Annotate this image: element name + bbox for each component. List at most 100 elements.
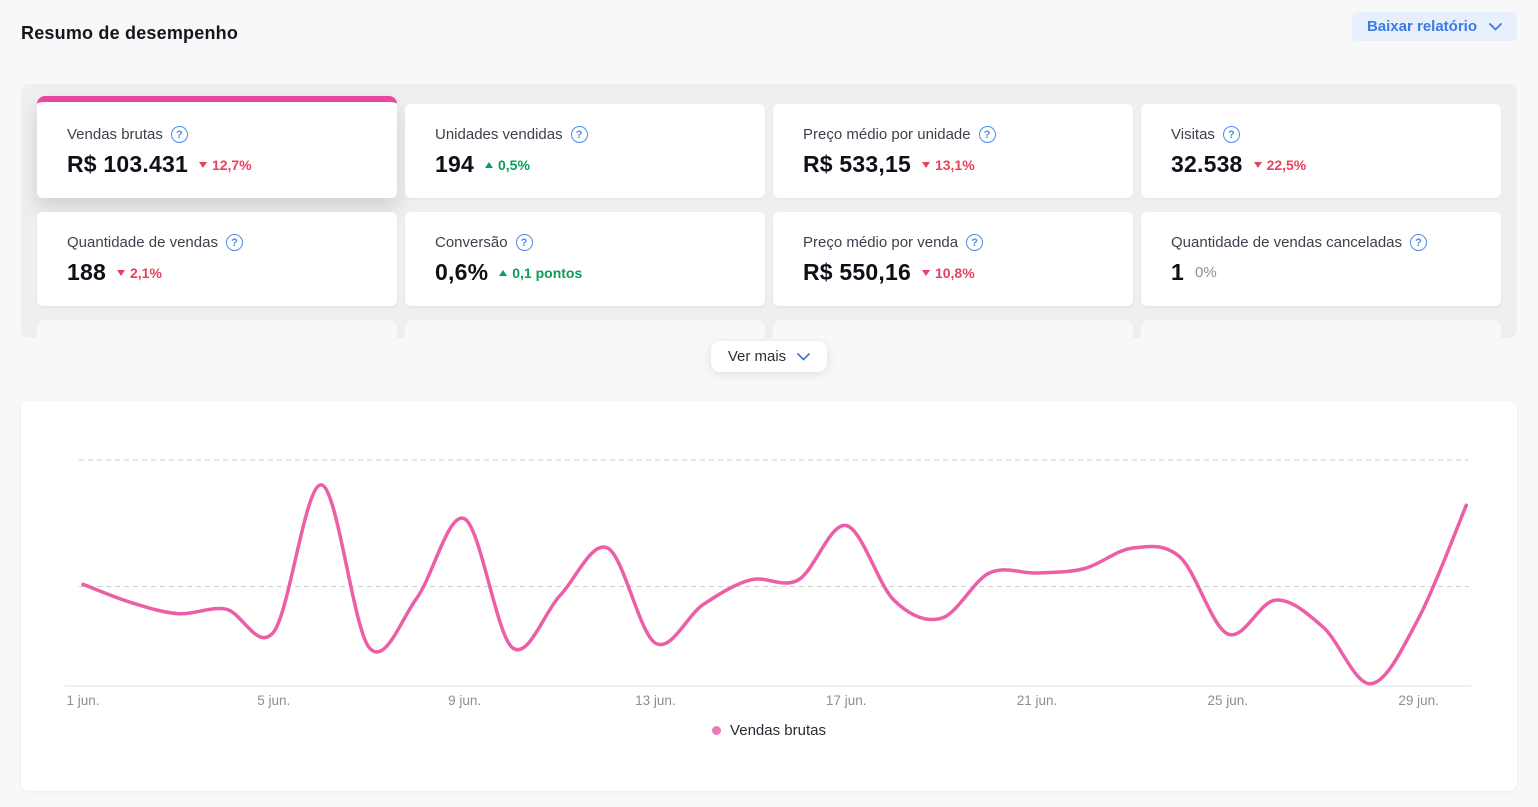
metrics-panel: Vendas brutas ? R$ 103.431 12,7% Unidade… [21,84,1517,338]
metric-value: 0,6% [435,259,489,285]
metric-card-body: 194 0,5% [435,151,735,178]
metric-card-header: Vendas brutas ? [67,126,367,143]
metric-delta-value: 0% [1195,264,1217,281]
sales-chart-card: 1 jun. 5 jun. 9 jun. 13 jun. 17 jun. 21 jun. 2… [21,401,1517,791]
help-icon[interactable]: ? [978,126,996,143]
metric-card-header: Conversão ? [435,234,735,251]
x-axis-label: 25 jun. [1208,693,1249,708]
sales-line-chart[interactable]: 1 jun. 5 jun. 9 jun. 13 jun. 17 jun. 21 jun. 2… [21,401,1517,713]
metric-delta-value: 22,5% [1266,156,1307,173]
metric-delta-value: 13,1% [934,156,975,173]
hidden-cards-row [37,320,1501,338]
help-icon[interactable]: ? [515,234,533,251]
x-axis-label: 5 jun. [257,693,290,708]
metric-cards-grid: Vendas brutas ? R$ 103.431 12,7% Unidade… [37,96,1501,306]
metric-delta-value: 2,1% [129,264,162,281]
trend-icon [484,161,493,168]
trend-icon [116,269,125,276]
metric-value: R$ 533,15 [803,151,911,177]
metric-label: Visitas [1171,126,1215,143]
metric-card[interactable]: Visitas ? 32.538 22,5% [1141,104,1501,198]
metric-value: 188 [67,259,106,285]
x-axis-label: 21 jun. [1017,693,1058,708]
metric-delta: 10,8% [921,264,975,281]
ver-mais-label: Ver mais [727,348,787,365]
metric-delta: 0,5% [484,156,530,173]
metric-card-body: 0,6% 0,1 pontos [435,259,735,286]
help-icon[interactable]: ? [966,234,984,251]
help-icon[interactable]: ? [1222,126,1240,143]
metric-card[interactable]: Quantidade de vendas ? 188 2,1% [37,212,397,306]
metric-delta: 12,7% [198,156,252,173]
x-axis-label: 13 jun. [635,693,676,708]
legend-label: Vendas brutas [730,722,826,739]
hidden-card [1141,320,1501,338]
chevron-down-icon [797,352,811,360]
metric-label: Quantidade de vendas [67,234,218,251]
page-title: Resumo de desempenho [21,23,239,43]
metric-card-body: 1 0% [1171,259,1471,286]
chart-legend: Vendas brutas [21,722,1517,739]
trend-icon [198,161,207,168]
metric-delta: 2,1% [116,264,162,281]
metric-delta-value: 0,1 pontos [512,264,583,281]
trend-icon [921,269,930,276]
metric-card-header: Preço médio por unidade ? [803,126,1103,143]
trend-icon [1253,161,1262,168]
metric-card[interactable]: Preço médio por venda ? R$ 550,16 10,8% [773,212,1133,306]
help-icon[interactable]: ? [170,126,188,143]
metric-card-body: 32.538 22,5% [1171,151,1471,178]
hidden-card [37,320,397,338]
metric-card-header: Quantidade de vendas canceladas ? [1171,234,1471,251]
metric-delta: 13,1% [921,156,975,173]
metric-delta-value: 10,8% [934,264,975,281]
metric-card-body: R$ 550,16 10,8% [803,259,1103,286]
legend-dot-icon [712,726,722,735]
metric-card-header: Quantidade de vendas ? [67,234,367,251]
metric-label: Preço médio por venda [803,234,959,251]
metric-card[interactable]: Preço médio por unidade ? R$ 533,15 13,1… [773,104,1133,198]
metric-card[interactable]: Vendas brutas ? R$ 103.431 12,7% [37,96,397,198]
metric-card-header: Visitas ? [1171,126,1471,143]
metric-delta-value: 12,7% [211,156,252,173]
download-report-label: Baixar relatório [1366,18,1477,35]
hidden-card [773,320,1133,338]
x-axis-label: 17 jun. [826,693,867,708]
metric-value: R$ 103.431 [67,151,188,177]
trend-icon [499,269,508,276]
help-icon[interactable]: ? [225,234,243,251]
metric-card[interactable]: Unidades vendidas ? 194 0,5% [405,104,765,198]
metric-card[interactable]: Quantidade de vendas canceladas ? 1 0% [1141,212,1501,306]
metric-delta-value: 0,5% [497,156,530,173]
metric-card-header: Preço médio por venda ? [803,234,1103,251]
ver-mais-row: Ver mais [21,338,1517,372]
metric-label: Quantidade de vendas canceladas [1171,234,1403,251]
metric-card-body: R$ 533,15 13,1% [803,151,1103,178]
help-icon[interactable]: ? [570,126,588,143]
trend-icon [921,161,930,168]
x-axis-label: 9 jun. [448,693,481,708]
metric-label: Unidades vendidas [435,126,563,143]
metric-card-body: R$ 103.431 12,7% [67,151,367,178]
hidden-card [405,320,765,338]
metric-card-body: 188 2,1% [67,259,367,286]
metric-card[interactable]: Conversão ? 0,6% 0,1 pontos [405,212,765,306]
metric-value: 32.538 [1171,151,1243,177]
metric-value: R$ 550,16 [803,259,911,285]
metric-delta: 22,5% [1253,156,1307,173]
x-axis-label: 29 jun. [1398,693,1439,708]
metric-label: Preço médio por unidade [803,126,971,143]
metric-label: Vendas brutas [67,126,163,143]
download-report-button[interactable]: Baixar relatório [1351,12,1517,41]
x-axis-label: 1 jun. [66,693,99,708]
help-icon[interactable]: ? [1410,234,1428,251]
page-header: Resumo de desempenho Baixar relatório [21,0,1517,84]
metric-label: Conversão [435,234,508,251]
ver-mais-button[interactable]: Ver mais [710,341,828,372]
metric-delta: 0% [1195,264,1217,281]
metric-value: 194 [435,151,474,177]
metric-value: 1 [1171,259,1184,285]
metric-delta: 0,1 pontos [499,265,582,281]
chevron-down-icon [1489,22,1502,30]
